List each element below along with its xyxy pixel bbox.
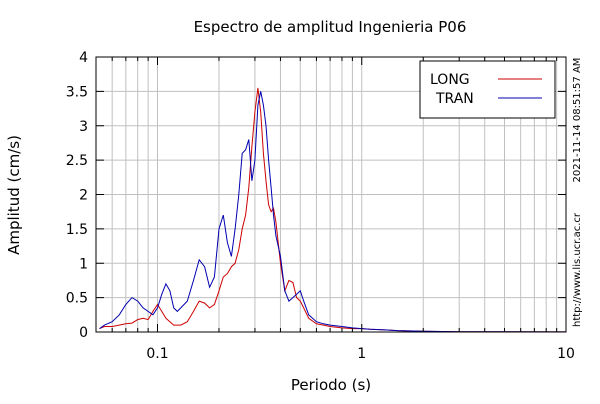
series-line-long [99,87,567,333]
series-line-tran [99,91,567,333]
x-tick-label: 10 [557,346,575,362]
series-lines [99,87,567,333]
y-tick-label: 2.5 [66,153,88,169]
x-tick-label: 0.1 [146,346,168,362]
y-tick-label: 1.5 [66,222,88,238]
y-axis-label: Amplitud (cm/s) [5,135,23,255]
y-tick-label: 3 [79,119,88,135]
y-tick-label: 1 [79,256,88,272]
chart-title: Espectro de amplitud Ingenieria P06 [194,18,467,36]
y-tick-label: 4 [79,50,88,66]
x-axis-label: Periodo (s) [291,376,371,394]
axis-ticks: 0 0.5 1 1.5 2 2.5 3 3.5 4 0.1 1 10 [66,50,575,362]
legend: LONG TRAN [419,60,556,119]
y-tick-label: 2 [79,188,88,204]
legend-label-tran: TRAN [435,91,474,107]
legend-box [419,60,556,119]
source-url-annotation: http://www.lis.ucr.ac.cr [572,212,583,327]
y-tick-label: 0.5 [66,291,88,307]
x-tick-label: 1 [357,346,366,362]
legend-label-long: LONG [430,72,470,88]
grid-lines [95,57,566,332]
y-tick-label: 3.5 [66,84,88,100]
y-tick-label: 0 [79,325,88,341]
timestamp-annotation: 2021-11-14 08:51:57 AM [572,58,583,183]
